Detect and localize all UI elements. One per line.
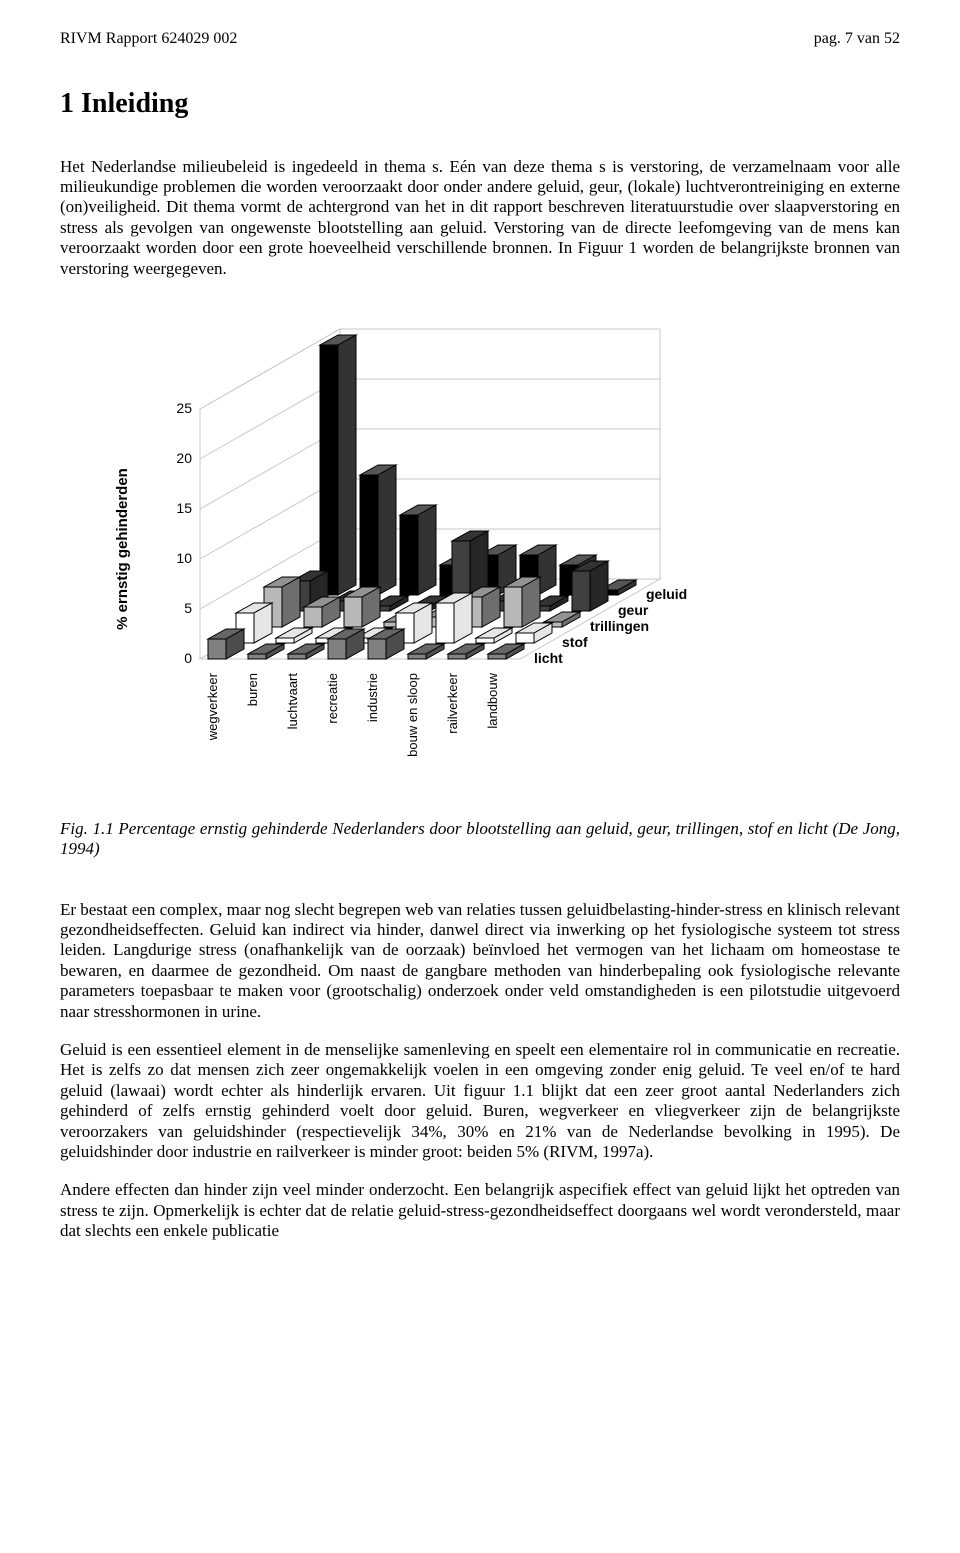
- svg-text:industrie: industrie: [365, 673, 380, 722]
- svg-text:geluid: geluid: [646, 586, 687, 602]
- svg-text:recreatie: recreatie: [325, 673, 340, 724]
- svg-text:stof: stof: [562, 634, 588, 650]
- bar-chart-3d: 0 5 10 15 20 25 wegverkeer buren luchtvaart recre…: [120, 299, 840, 799]
- figure-1-1: % ernstig gehinderden 0510152025wegverke…: [120, 299, 840, 799]
- svg-text:25: 25: [176, 400, 192, 416]
- svg-text:railverkeer: railverkeer: [445, 672, 460, 733]
- svg-text:geur: geur: [618, 602, 649, 618]
- svg-text:trillingen: trillingen: [590, 618, 649, 634]
- svg-text:wegverkeer: wegverkeer: [205, 672, 220, 741]
- section-heading: 1 Inleiding: [60, 88, 900, 120]
- svg-text:licht: licht: [534, 650, 563, 666]
- svg-text:20: 20: [176, 450, 192, 466]
- svg-text:landbouw: landbouw: [485, 672, 500, 728]
- paragraph-4: Andere effecten dan hinder zijn veel min…: [60, 1180, 900, 1241]
- header-left: RIVM Rapport 624029 002: [60, 30, 237, 48]
- svg-text:5: 5: [184, 600, 192, 616]
- paragraph-3: Geluid is een essentieel element in de m…: [60, 1040, 900, 1162]
- paragraph-2: Er bestaat een complex, maar nog slecht …: [60, 900, 900, 1022]
- svg-text:10: 10: [176, 550, 192, 566]
- intro-paragraph: Het Nederlandse milieubeleid is ingedeel…: [60, 157, 900, 279]
- header-right: pag. 7 van 52: [814, 30, 900, 48]
- svg-text:bouw en sloop: bouw en sloop: [405, 673, 420, 757]
- svg-text:0: 0: [184, 650, 192, 666]
- figure-caption: Fig. 1.1 Percentage ernstig gehinderde N…: [60, 819, 900, 860]
- svg-text:buren: buren: [245, 673, 260, 706]
- svg-text:luchtvaart: luchtvaart: [285, 673, 300, 730]
- page-header: RIVM Rapport 624029 002 pag. 7 van 52: [60, 30, 900, 48]
- y-axis-label: % ernstig gehinderden: [114, 468, 131, 630]
- svg-text:15: 15: [176, 500, 192, 516]
